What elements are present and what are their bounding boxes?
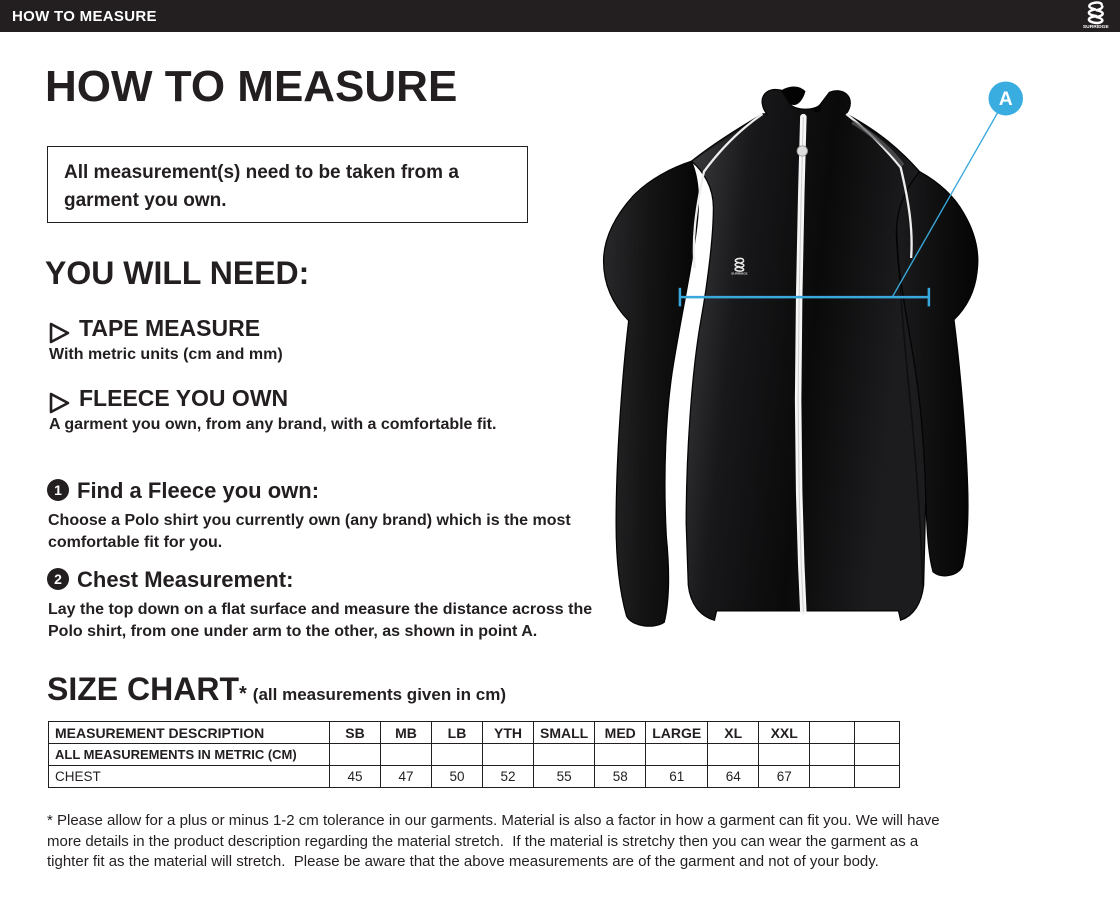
svg-text:SURRIDGE: SURRIDGE [1083, 24, 1110, 30]
svg-text:A: A [999, 89, 1013, 110]
